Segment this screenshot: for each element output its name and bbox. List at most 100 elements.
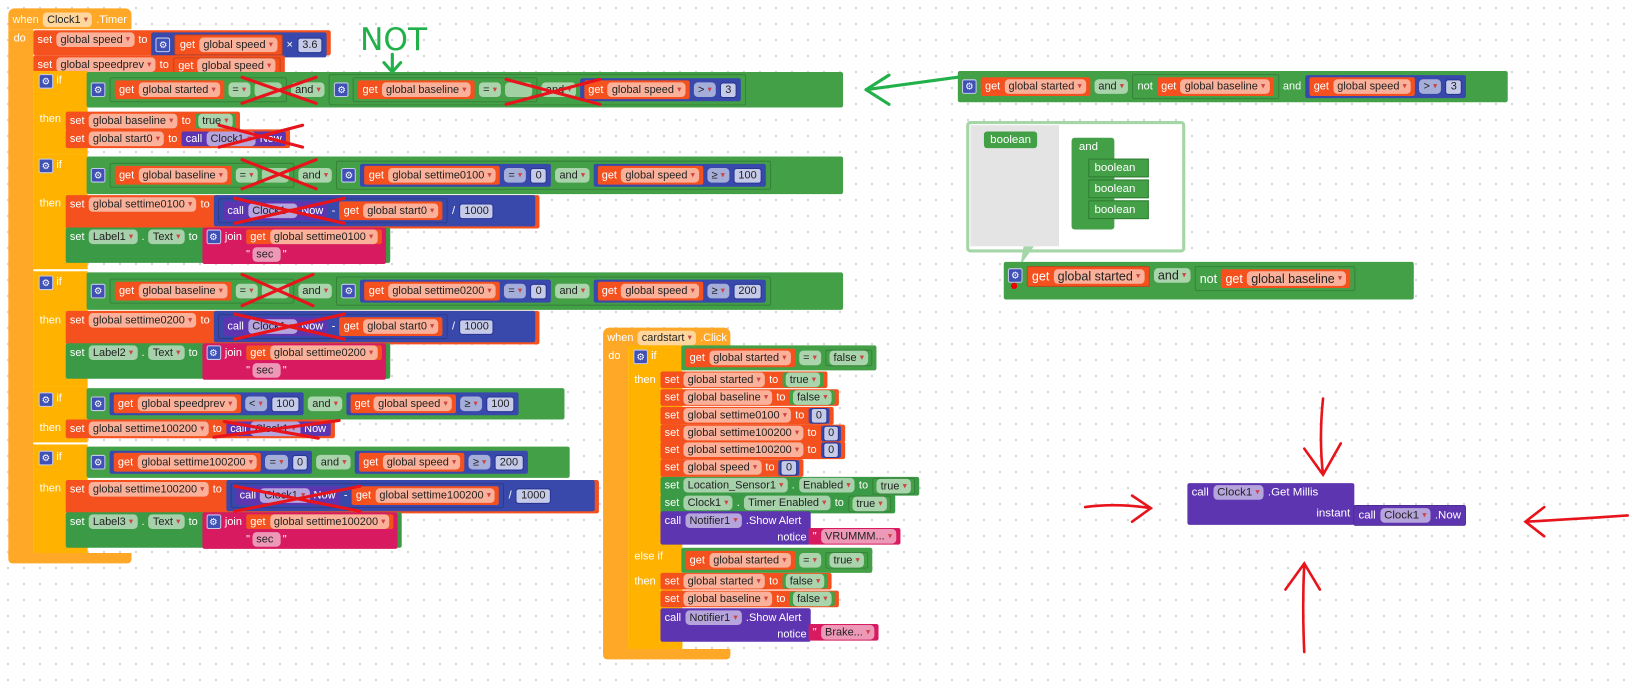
text-field[interactable]: sec	[252, 247, 281, 262]
compare-started-false[interactable]: get global started = false	[681, 345, 877, 371]
component-dropdown[interactable]: Label3	[88, 514, 138, 530]
number-field[interactable]: 0	[780, 460, 798, 476]
number-field[interactable]: 1000	[459, 202, 495, 219]
number-field[interactable]: 0	[822, 442, 840, 459]
get-variable-block[interactable]: get global settime100200	[113, 452, 262, 472]
property-dropdown[interactable]: Text	[148, 229, 185, 245]
and-dropdown[interactable]: and	[308, 396, 343, 412]
not-block[interactable]: not get global baseline	[1132, 74, 1279, 100]
variable-dropdown[interactable]: global settime100200	[269, 514, 390, 530]
variable-dropdown[interactable]: global settime0100	[88, 197, 197, 212]
gear-icon[interactable]: ⚙	[206, 229, 221, 245]
math-compare-block[interactable]: get global speed ≥100	[346, 392, 519, 416]
gear-icon[interactable]: ⚙	[90, 283, 106, 299]
operator-dropdown[interactable]: =	[798, 350, 821, 366]
variable-dropdown[interactable]: global speed	[374, 396, 452, 412]
number-field[interactable]: 0	[291, 454, 309, 471]
operator-dropdown[interactable]: =	[798, 553, 821, 568]
false-block[interactable]: false	[825, 349, 873, 367]
get-variable-block[interactable]: get global settime0200	[246, 345, 382, 360]
operator-dropdown[interactable]: ≥	[460, 396, 482, 412]
component-dropdown[interactable]: Clock1	[1212, 485, 1264, 500]
number-field[interactable]: 3.6	[297, 37, 323, 53]
number-field[interactable]: 1000	[459, 318, 495, 335]
variable-dropdown[interactable]: global settime0200	[388, 283, 496, 299]
number-field[interactable]: 0	[822, 425, 840, 442]
operator-dropdown[interactable]: =	[235, 283, 258, 299]
component-dropdown[interactable]: Notifier1	[685, 610, 742, 625]
false-block[interactable]: false	[782, 573, 828, 589]
and-dropdown[interactable]: and	[1094, 79, 1129, 94]
math-compare-block[interactable]: get global speed ≥200	[593, 279, 767, 303]
number-block[interactable]: 0	[778, 460, 800, 476]
operator-dropdown[interactable]: =	[478, 82, 502, 98]
variable-dropdown[interactable]: global baseline	[88, 113, 178, 129]
math-compare-block[interactable]: get global settime0100 =0	[360, 163, 552, 187]
mutator-boolean-input[interactable]: boolean	[1088, 179, 1149, 199]
boolean-dropdown[interactable]: false	[829, 350, 869, 366]
component-dropdown[interactable]: Notifier1	[685, 513, 742, 528]
true-block[interactable]: true	[848, 495, 891, 513]
boolean-dropdown[interactable]: true	[785, 372, 821, 388]
mutator-boolean-input[interactable]: boolean	[1088, 200, 1149, 220]
false-block[interactable]: false	[789, 390, 835, 405]
variable-dropdown[interactable]: global baseline	[1180, 79, 1270, 94]
variable-dropdown[interactable]: global settime0200	[88, 313, 197, 328]
variable-dropdown[interactable]: global settime100200	[137, 454, 258, 470]
variable-dropdown[interactable]: global speedprev	[137, 396, 237, 412]
gear-icon[interactable]: ⚙	[155, 37, 171, 53]
get-variable-block[interactable]: get global started	[1026, 266, 1150, 287]
variable-dropdown[interactable]: global settime100200	[88, 421, 209, 437]
operator-dropdown[interactable]: =	[235, 167, 258, 183]
gear-icon[interactable]: ⚙	[1007, 268, 1023, 283]
property-dropdown[interactable]: Timer Enabled	[744, 495, 831, 511]
variable-dropdown[interactable]: global baseline	[1247, 271, 1347, 286]
math-compare-block[interactable]: get global speed ≥100	[593, 163, 767, 187]
text-string-block[interactable]: " sec "	[246, 247, 381, 262]
variable-dropdown[interactable]: global speedprev	[56, 57, 156, 72]
number-block[interactable]: 0	[820, 425, 842, 442]
operator-dropdown[interactable]: ≥	[707, 167, 730, 183]
number-block[interactable]: 0	[820, 442, 842, 459]
variable-dropdown[interactable]: global speed	[683, 460, 762, 475]
gear-icon[interactable]: ⚙	[38, 450, 54, 466]
variable-dropdown[interactable]: global speed	[382, 454, 461, 470]
variable-dropdown[interactable]: global start0	[363, 319, 439, 334]
get-variable-block[interactable]: get global speed	[350, 394, 456, 414]
boolean-dropdown[interactable]: true	[876, 478, 911, 494]
component-dropdown[interactable]: cardstart	[637, 330, 696, 346]
compare-started-true[interactable]: get global started = true	[681, 547, 873, 573]
variable-dropdown[interactable]: global started	[138, 82, 220, 98]
variable-dropdown[interactable]: global started	[1053, 269, 1145, 284]
variable-dropdown[interactable]: global speed	[621, 283, 699, 299]
component-dropdown[interactable]: Location_Sensor1	[683, 477, 788, 493]
boolean-dropdown[interactable]: true	[198, 113, 233, 129]
variable-dropdown[interactable]: global speed	[607, 82, 686, 98]
property-dropdown[interactable]: Enabled	[798, 477, 855, 493]
